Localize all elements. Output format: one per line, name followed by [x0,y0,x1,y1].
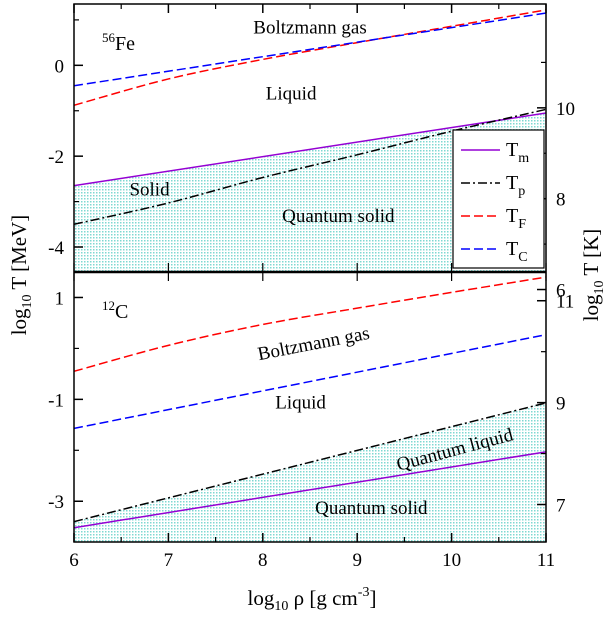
x-tick-label: 10 [442,550,461,571]
right-tick-label: 10 [556,99,575,120]
y-axis-label-right: log10 T [K] [579,229,607,322]
region-label: Liquid [275,393,326,414]
region-label: Quantum solid [315,498,428,519]
left-tick-label: 0 [55,56,65,77]
x-tick-label: 9 [352,550,362,571]
element-mass-number: 12 [102,298,115,313]
series-tc-line [74,333,546,430]
legend-entry-tc: TC [506,238,528,265]
series-tm-line [74,451,546,529]
right-tick-label: 8 [556,190,566,211]
right-tick-label: 7 [556,496,566,517]
left-tick-label: -1 [48,390,64,411]
element-symbol: Fe [115,33,135,55]
region-label: Solid [129,180,170,201]
region-label: Boltzmann gas [256,323,371,365]
series-tc-line [74,12,546,87]
legend: Tm Tp TF TC [452,129,545,269]
y-axis-label-left: log10 T [MeV] [7,215,35,336]
region-label: Liquid [266,83,317,104]
element-label: 12C [102,298,128,323]
region-label: Quantum solid [282,206,395,227]
element-label: 56Fe [102,30,135,55]
shaded-region [74,402,546,542]
x-tick-label: 11 [537,550,555,571]
legend-entry-tp: Tp [506,172,525,199]
right-tick-label: 9 [556,394,566,415]
series-tf-line [74,9,546,107]
x-tick-label: 6 [69,550,79,571]
x-axis-label: log10 ρ [g cm-3] [248,585,377,614]
legend-entry-tm: Tm [506,139,529,166]
x-tick-label: 7 [164,550,174,571]
x-tick-label: 8 [258,550,268,571]
left-tick-label: -4 [48,238,64,259]
element-mass-number: 56 [102,30,116,45]
region-label: Boltzmann gas [253,18,366,39]
shaded-region [74,113,546,272]
series-tp-line [74,402,546,523]
right-tick-label: 11 [556,292,574,313]
left-tick-label: -2 [48,147,64,168]
left-tick-label: -3 [48,492,64,513]
element-symbol: C [115,301,128,323]
series-tm-line [74,112,546,187]
c-panel [74,276,546,542]
left-tick-label: 1 [55,288,65,309]
fe-panel [74,9,546,272]
series-tp-line [74,108,546,226]
right-tick-label: 6 [556,281,566,302]
labels-layer: Boltzmann gas Liquid Solid Quantum solid 56F… [7,18,607,614]
legend-entry-tf: TF [506,205,526,232]
legend-box [452,129,545,269]
series-tf-line [74,276,546,373]
